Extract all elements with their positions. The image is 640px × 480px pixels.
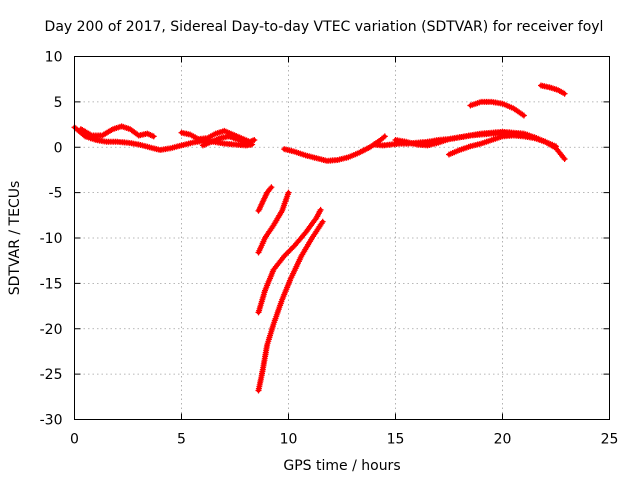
series-track-10	[538, 82, 568, 97]
series-markers	[255, 184, 275, 214]
series-track-11	[255, 184, 275, 214]
series-markers	[178, 127, 258, 145]
series-markers	[281, 133, 388, 164]
data-series	[71, 82, 568, 394]
series-markers	[199, 133, 249, 149]
y-tick-label: -25	[40, 367, 63, 383]
series-track-4	[199, 133, 249, 149]
series-markers	[392, 130, 517, 149]
x-tick-label: 0	[70, 432, 79, 448]
y-tick-label: -15	[40, 276, 63, 292]
y-tick-label: 10	[45, 50, 63, 66]
series-track-2	[77, 123, 157, 140]
series-markers	[255, 206, 324, 316]
series-track-7	[392, 130, 517, 149]
y-tick-label: 0	[54, 140, 63, 156]
y-tick-label: -30	[40, 413, 63, 429]
series-markers	[255, 189, 292, 256]
grid	[74, 56, 610, 420]
x-tick-label: 20	[494, 432, 512, 448]
series-track-1	[71, 124, 256, 153]
series-track-12	[255, 189, 292, 256]
series-track-9	[467, 98, 527, 119]
series-markers	[467, 98, 527, 119]
y-tick-label: 5	[54, 95, 63, 111]
series-markers	[446, 132, 559, 158]
y-tick-label: -5	[49, 186, 63, 202]
x-tick-label: 15	[387, 432, 405, 448]
chart-title: Day 200 of 2017, Sidereal Day-to-day VTE…	[45, 19, 604, 35]
y-axis-label: SDTVAR / TECUs	[7, 181, 23, 296]
series-markers	[77, 123, 157, 140]
y-tick-label: -10	[40, 231, 63, 247]
series-markers	[538, 82, 568, 97]
axes: 0 5 10 15 20 25 10 5 0 -5 -10 -15 -20 -25 -30	[40, 50, 619, 448]
x-tick-label: 5	[177, 432, 186, 448]
x-tick-label: 25	[601, 432, 619, 448]
series-track-14	[255, 218, 326, 394]
y-tick-label: -20	[40, 322, 63, 338]
series-markers	[255, 218, 326, 394]
x-axis-label: GPS time / hours	[283, 458, 400, 474]
series-track-8	[446, 132, 559, 158]
series-track-13	[255, 206, 324, 316]
series-track-5	[281, 133, 388, 164]
x-tick-label: 10	[280, 432, 298, 448]
